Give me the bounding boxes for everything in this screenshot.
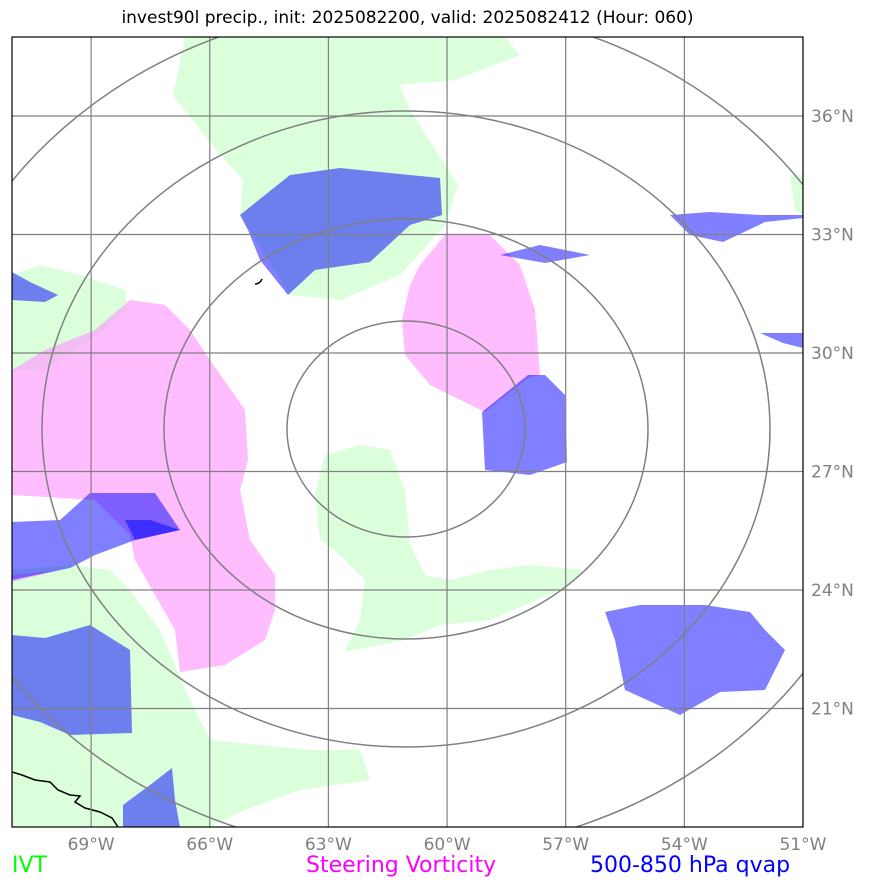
legend-qvap: 500-850 hPa qvap — [590, 853, 791, 878]
qvap-region — [760, 333, 803, 348]
ivt-region — [12, 565, 370, 827]
longitude-label: 57°W — [542, 835, 589, 855]
qvap-region — [125, 520, 180, 540]
map-title: invest90l precip., init: 2025082200, val… — [121, 8, 694, 28]
map-plot-area — [12, 37, 803, 827]
longitude-label: 63°W — [305, 835, 352, 855]
longitude-label: 54°W — [661, 835, 708, 855]
latitude-label: 21°N — [811, 700, 854, 720]
coastlines — [12, 278, 263, 827]
legend-ivt: IVT — [12, 853, 47, 878]
latitude-label: 24°N — [811, 581, 854, 601]
latitude-label: 30°N — [811, 344, 854, 364]
latitude-label: 27°N — [811, 463, 854, 483]
ivt-region — [315, 445, 585, 652]
gridlines — [12, 37, 803, 827]
qvap-region — [12, 272, 58, 302]
longitude-labels: 69°W 66°W 63°W 60°W 57°W 54°W 51°W — [68, 835, 827, 855]
qvap-region — [12, 493, 180, 580]
qvap-region — [12, 625, 132, 735]
map-frame — [11, 36, 804, 828]
vorticity-region — [402, 235, 540, 412]
legend-steering-vorticity: Steering Vorticity — [306, 853, 497, 878]
latitude-labels: 36°N 33°N 30°N 27°N 24°N 21°N — [811, 107, 854, 720]
qvap-region — [670, 212, 803, 242]
bermuda-coast — [254, 278, 263, 285]
range-ring — [163, 218, 649, 640]
longitude-label: 66°W — [186, 835, 233, 855]
range-rings — [12, 37, 803, 827]
qvap-region — [123, 768, 180, 827]
ivt-region — [790, 175, 803, 215]
hispaniola-coast — [12, 771, 119, 827]
longitude-label: 69°W — [68, 835, 115, 855]
latitude-label: 36°N — [811, 107, 854, 127]
latitude-label: 33°N — [811, 226, 854, 246]
range-ring — [286, 320, 526, 538]
qvap-region — [500, 245, 590, 263]
qvap-region — [605, 605, 785, 715]
longitude-label: 51°W — [780, 835, 827, 855]
range-ring — [41, 110, 771, 748]
vorticity-region — [12, 570, 60, 582]
qvap-region — [240, 168, 442, 295]
longitude-label: 60°W — [424, 835, 471, 855]
qvap-layer — [12, 168, 803, 827]
